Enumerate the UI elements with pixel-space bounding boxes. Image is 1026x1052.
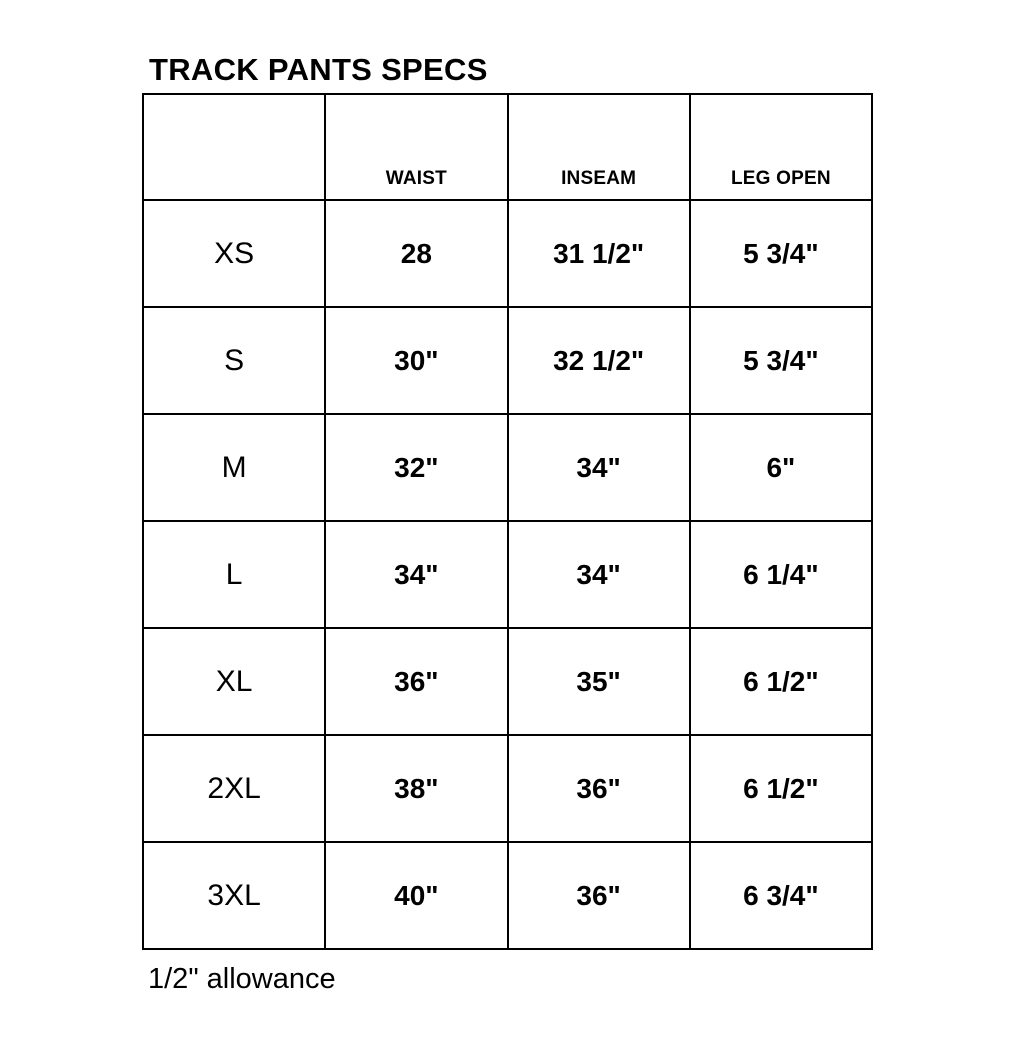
allowance-footnote: 1/2" allowance — [148, 963, 336, 995]
leg-open-value: 6 1/4" — [688, 520, 874, 629]
leg-open-value: 6 1/2" — [688, 627, 874, 736]
size-label: S — [141, 306, 327, 415]
table-row-xs: XS 28 31 1/2" 5 3/4" — [141, 199, 874, 308]
inseam-value: 36" — [506, 734, 691, 843]
leg-open-value: 6 3/4" — [688, 841, 874, 950]
waist-value: 38" — [324, 734, 509, 843]
table-row-m: M 32" 34" 6" — [141, 413, 874, 522]
waist-value: 32" — [324, 413, 509, 522]
header-cell-inseam: INSEAM — [506, 93, 691, 201]
inseam-value: 35" — [506, 627, 691, 736]
page-title: TRACK PANTS SPECS — [149, 52, 488, 87]
table-row-l: L 34" 34" 6 1/4" — [141, 520, 874, 629]
leg-open-value: 6 1/2" — [688, 734, 874, 843]
table-row-s: S 30" 32 1/2" 5 3/4" — [141, 306, 874, 415]
inseam-value: 34" — [506, 413, 691, 522]
size-label: L — [141, 520, 327, 629]
waist-value: 40" — [324, 841, 509, 950]
waist-value: 30" — [324, 306, 509, 415]
header-cell-leg-open: LEG OPEN — [688, 93, 874, 201]
size-spec-table: WAIST INSEAM LEG OPEN XS 28 31 1/2" 5 3/… — [141, 93, 874, 950]
leg-open-value: 6" — [688, 413, 874, 522]
leg-open-value: 5 3/4" — [688, 199, 874, 308]
table-header-row: WAIST INSEAM LEG OPEN — [141, 93, 874, 201]
inseam-value: 36" — [506, 841, 691, 950]
size-label: XS — [141, 199, 327, 308]
table-row-2xl: 2XL 38" 36" 6 1/2" — [141, 734, 874, 843]
header-cell-waist: WAIST — [324, 93, 509, 201]
size-label: 3XL — [141, 841, 327, 950]
table-row-3xl: 3XL 40" 36" 6 3/4" — [141, 841, 874, 950]
waist-value: 28 — [324, 199, 509, 308]
leg-open-value: 5 3/4" — [688, 306, 874, 415]
waist-value: 34" — [324, 520, 509, 629]
size-label: 2XL — [141, 734, 327, 843]
inseam-value: 34" — [506, 520, 691, 629]
inseam-value: 32 1/2" — [506, 306, 691, 415]
size-label: XL — [141, 627, 327, 736]
waist-value: 36" — [324, 627, 509, 736]
size-label: M — [141, 413, 327, 522]
header-cell-size — [141, 93, 327, 201]
inseam-value: 31 1/2" — [506, 199, 691, 308]
table-row-xl: XL 36" 35" 6 1/2" — [141, 627, 874, 736]
